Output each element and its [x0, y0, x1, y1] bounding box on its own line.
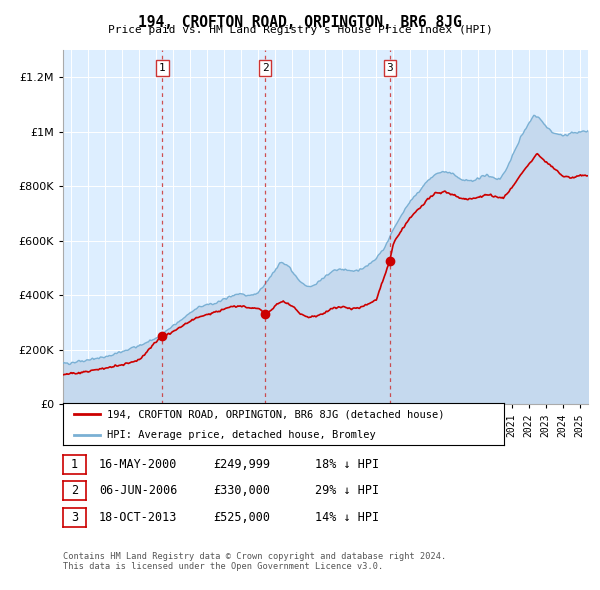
Text: 194, CROFTON ROAD, ORPINGTON, BR6 8JG: 194, CROFTON ROAD, ORPINGTON, BR6 8JG: [138, 15, 462, 30]
Text: Price paid vs. HM Land Registry's House Price Index (HPI): Price paid vs. HM Land Registry's House …: [107, 25, 493, 35]
Text: 1: 1: [159, 63, 166, 73]
Text: This data is licensed under the Open Government Licence v3.0.: This data is licensed under the Open Gov…: [63, 562, 383, 571]
Text: 18-OCT-2013: 18-OCT-2013: [99, 511, 178, 524]
Text: 2: 2: [71, 484, 78, 497]
Text: 194, CROFTON ROAD, ORPINGTON, BR6 8JG (detached house): 194, CROFTON ROAD, ORPINGTON, BR6 8JG (d…: [107, 409, 445, 419]
Text: 06-JUN-2006: 06-JUN-2006: [99, 484, 178, 497]
Text: 16-MAY-2000: 16-MAY-2000: [99, 458, 178, 471]
Text: 2: 2: [262, 63, 268, 73]
Text: 18% ↓ HPI: 18% ↓ HPI: [315, 458, 379, 471]
Text: £249,999: £249,999: [213, 458, 270, 471]
Text: 3: 3: [386, 63, 393, 73]
Text: HPI: Average price, detached house, Bromley: HPI: Average price, detached house, Brom…: [107, 430, 376, 440]
Text: £330,000: £330,000: [213, 484, 270, 497]
Text: 1: 1: [71, 458, 78, 471]
Text: 14% ↓ HPI: 14% ↓ HPI: [315, 511, 379, 524]
Text: 3: 3: [71, 511, 78, 524]
Text: 29% ↓ HPI: 29% ↓ HPI: [315, 484, 379, 497]
Text: Contains HM Land Registry data © Crown copyright and database right 2024.: Contains HM Land Registry data © Crown c…: [63, 552, 446, 562]
Text: £525,000: £525,000: [213, 511, 270, 524]
